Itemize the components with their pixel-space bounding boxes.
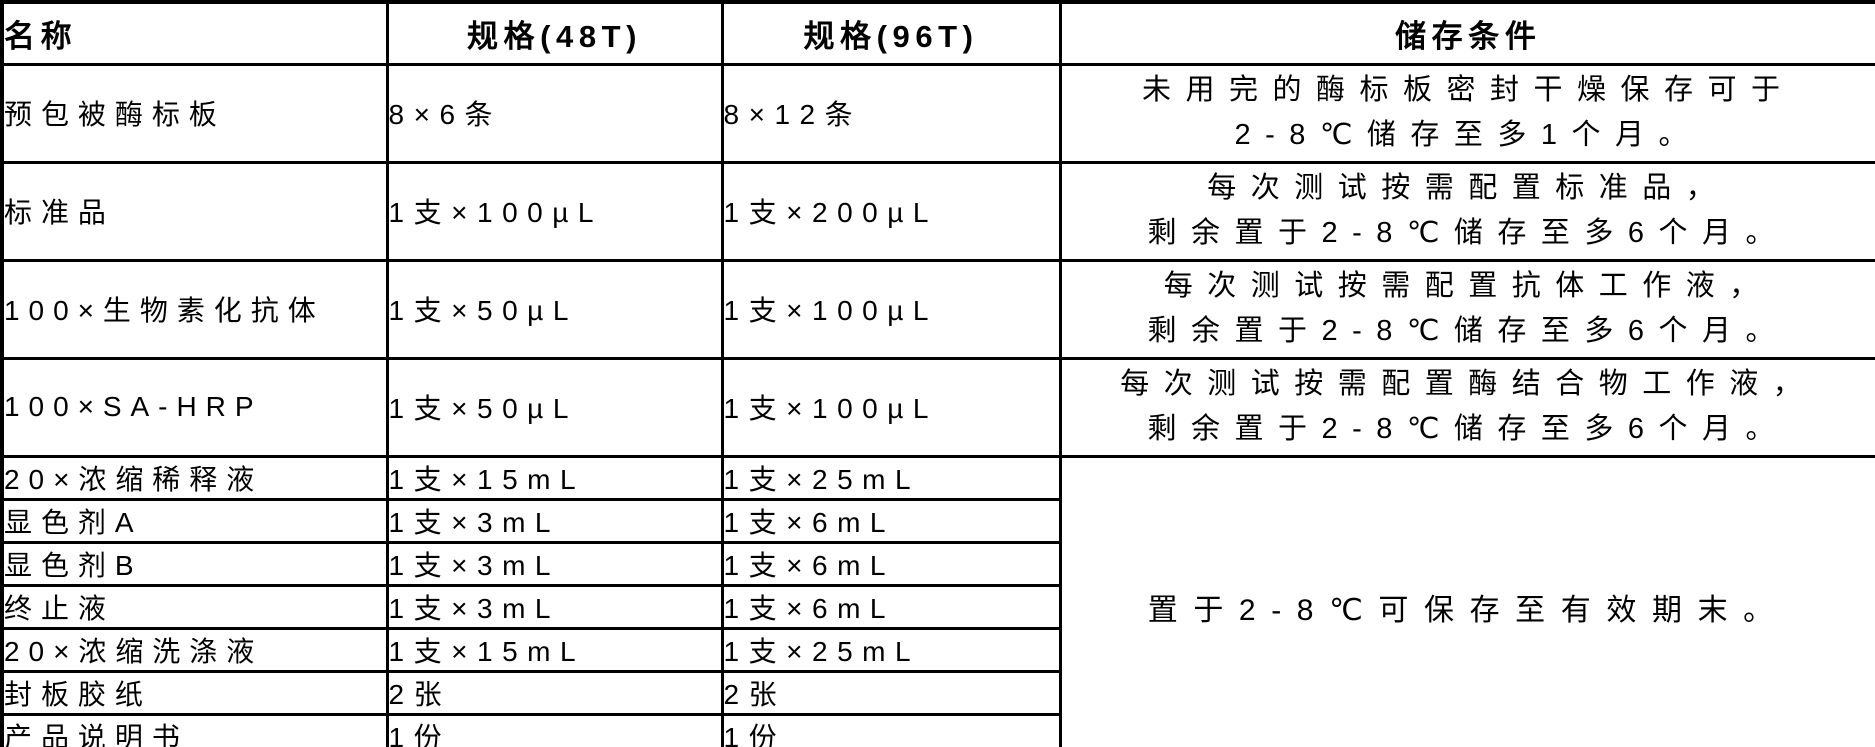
storage-line-1: 未用完的酶标板密封干燥保存可于 <box>1141 74 1795 106</box>
spec-48t-cell: 8×6条 <box>385 62 724 164</box>
spec-48t-cell: 1支×50µL <box>385 356 724 458</box>
spec-96t-cell: 1支×25mL <box>720 626 1062 673</box>
storage-line-2: 剩余置于2-8℃储存至多6个月。 <box>1147 315 1790 347</box>
table-row-product-manual: 产品说明书 1份 1份 <box>0 712 1875 747</box>
spec-96t-cell: 1支×25mL <box>720 454 1062 501</box>
table-row-chromogen-a: 显色剂A 1支×3mL 1支×6mL <box>0 497 1875 544</box>
component-name: 100×生物素化抗体 <box>0 258 389 360</box>
spec-48t-cell: 1支×3mL <box>385 583 724 630</box>
storage-cell: 每次测试按需配置抗体工作液， 剩余置于2-8℃储存至多6个月。 <box>1058 258 1875 360</box>
storage-line-1: 每次测试按需配置标准品， <box>1207 172 1730 204</box>
spec-96t-cell: 1支×6mL <box>720 497 1062 544</box>
component-name: 显色剂A <box>0 497 389 544</box>
storage-line-1: 每次测试按需配置抗体工作液， <box>1163 270 1773 302</box>
storage-cell: 未用完的酶标板密封干燥保存可于 2-8℃储存至多1个月。 <box>1058 62 1875 164</box>
spec-48t-cell: 1支×3mL <box>385 540 724 587</box>
table-row-biotinylated-antibody: 100×生物素化抗体 1支×50µL 1支×100µL 每次测试按需配置抗体工作… <box>0 258 1875 360</box>
merged-storage-cell: 置于2-8℃可保存至有效期末。 <box>1058 454 1875 747</box>
spec-48t-cell: 1支×100µL <box>385 160 724 262</box>
table-row-plate-sealer: 封板胶纸 2张 2张 <box>0 669 1875 716</box>
table-row-sa-hrp: 100×SA-HRP 1支×50µL 1支×100µL 每次测试按需配置酶结合物… <box>0 356 1875 458</box>
storage-line-2: 2-8℃储存至多1个月。 <box>1234 119 1703 151</box>
storage-line-2: 剩余置于2-8℃储存至多6个月。 <box>1147 413 1790 445</box>
component-name: 标准品 <box>0 160 389 262</box>
table-header-row: 名称 规格(48T) 规格(96T) 储存条件 <box>0 0 1875 66</box>
table-row-standard: 标准品 1支×100µL 1支×200µL 每次测试按需配置标准品， 剩余置于2… <box>0 160 1875 262</box>
spec-48t-cell: 1支×15mL <box>385 626 724 673</box>
storage-line-2: 剩余置于2-8℃储存至多6个月。 <box>1147 217 1790 249</box>
storage-cell: 每次测试按需配置标准品， 剩余置于2-8℃储存至多6个月。 <box>1058 160 1875 262</box>
spec-96t-cell: 2张 <box>720 669 1062 716</box>
spec-48t-cell: 2张 <box>385 669 724 716</box>
storage-cell: 每次测试按需配置酶结合物工作液， 剩余置于2-8℃储存至多6个月。 <box>1058 356 1875 458</box>
table-row-precoated-plate: 预包被酶标板 8×6条 8×12条 未用完的酶标板密封干燥保存可于 2-8℃储存… <box>0 62 1875 164</box>
table-row-stop-solution: 终止液 1支×3mL 1支×6mL <box>0 583 1875 630</box>
spec-48t-cell: 1份 <box>385 712 724 747</box>
header-spec-96t: 规格(96T) <box>720 0 1062 66</box>
spec-96t-cell: 1支×100µL <box>720 356 1062 458</box>
spec-48t-cell: 1支×3mL <box>385 497 724 544</box>
table-row-concentrated-diluent: 20×浓缩稀释液 1支×15mL 1支×25mL 置于2-8℃可保存至有效期末。 <box>0 454 1875 747</box>
spec-48t-cell: 1支×15mL <box>385 454 724 501</box>
header-storage-conditions: 储存条件 <box>1058 0 1875 66</box>
header-spec-48t: 规格(48T) <box>385 0 724 66</box>
component-name: 封板胶纸 <box>0 669 389 716</box>
spec-96t-cell: 1支×100µL <box>720 258 1062 360</box>
component-name: 产品说明书 <box>0 712 389 747</box>
header-name: 名称 <box>0 0 389 66</box>
component-name: 20×浓缩洗涤液 <box>0 626 389 673</box>
spec-96t-cell: 1支×6mL <box>720 583 1062 630</box>
table-row-concentrated-wash-buffer: 20×浓缩洗涤液 1支×15mL 1支×25mL <box>0 626 1875 673</box>
spec-96t-cell: 1支×200µL <box>720 160 1062 262</box>
component-name: 预包被酶标板 <box>0 62 389 164</box>
component-name: 显色剂B <box>0 540 389 587</box>
spec-48t-cell: 1支×50µL <box>385 258 724 360</box>
component-name: 终止液 <box>0 583 389 630</box>
storage-line-1: 每次测试按需配置酶结合物工作液， <box>1120 368 1817 400</box>
spec-96t-cell: 1份 <box>720 712 1062 747</box>
component-name: 20×浓缩稀释液 <box>0 454 389 501</box>
spec-96t-cell: 8×12条 <box>720 62 1062 164</box>
component-name: 100×SA-HRP <box>0 356 389 458</box>
table-row-chromogen-b: 显色剂B 1支×3mL 1支×6mL <box>0 540 1875 587</box>
spec-96t-cell: 1支×6mL <box>720 540 1062 587</box>
